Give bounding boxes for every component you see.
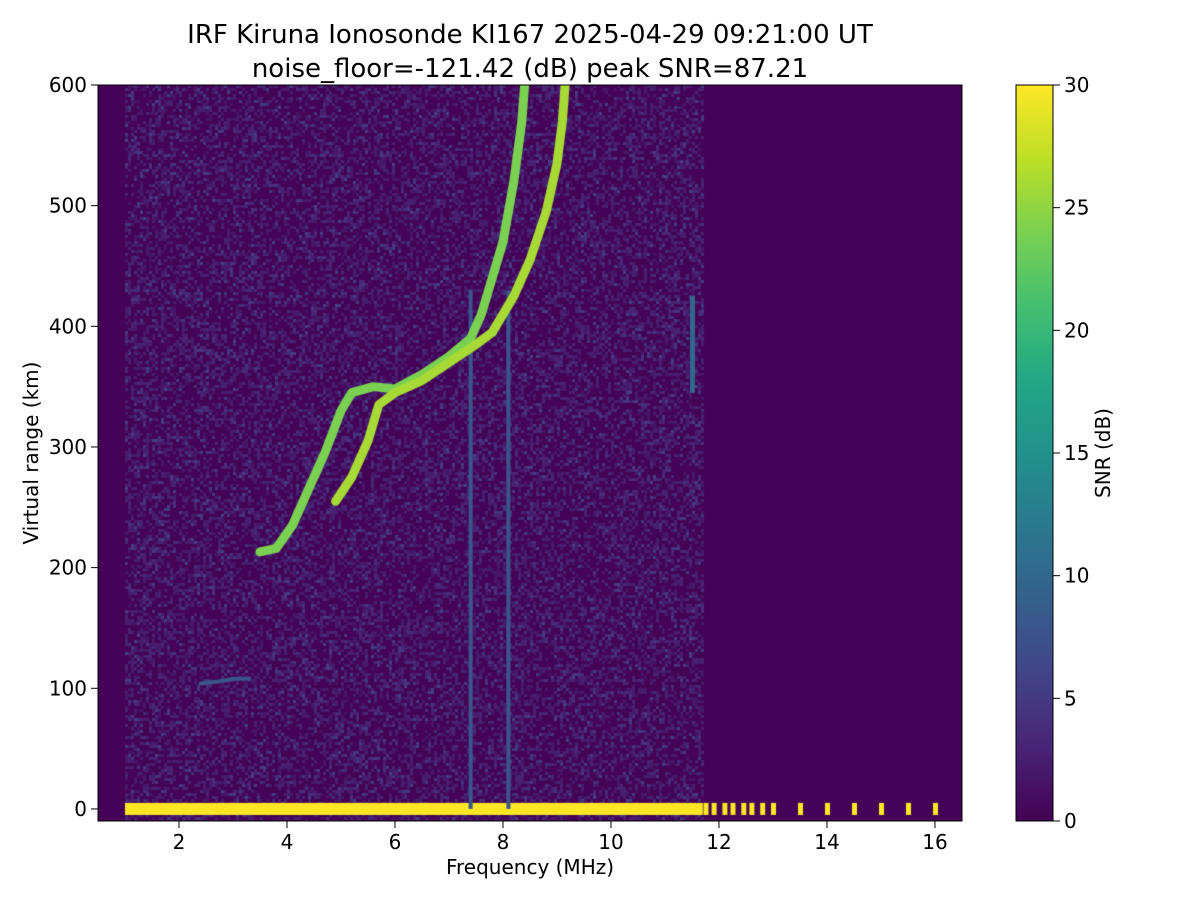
colorbar-tick-label: 25 bbox=[1064, 196, 1089, 220]
x-tick-label: 16 bbox=[922, 830, 947, 854]
y-tick-label: 100 bbox=[49, 676, 87, 700]
colorbar-tick-label: 5 bbox=[1064, 686, 1077, 710]
y-tick-label: 400 bbox=[49, 314, 87, 338]
heatmap-raster bbox=[98, 85, 962, 821]
colorbar-tick-label: 10 bbox=[1064, 564, 1089, 588]
x-axis: 2 4 6 8 10 12 14 16 bbox=[173, 821, 948, 854]
y-tick-label: 300 bbox=[49, 435, 87, 459]
colorbar-tick-label: 30 bbox=[1064, 73, 1089, 97]
plot-area bbox=[97, 84, 963, 822]
colorbar-tick-label: 0 bbox=[1064, 809, 1077, 833]
x-tick-label: 4 bbox=[281, 830, 294, 854]
colorbar-label: SNR (dB) bbox=[1091, 408, 1115, 498]
colorbar-tick-label: 20 bbox=[1064, 318, 1089, 342]
x-tick-label: 12 bbox=[706, 830, 731, 854]
y-tick-label: 500 bbox=[49, 194, 87, 218]
heatmap-cells bbox=[98, 85, 962, 821]
x-tick-label: 8 bbox=[497, 830, 510, 854]
x-tick-label: 14 bbox=[814, 830, 839, 854]
y-tick-label: 200 bbox=[49, 556, 87, 580]
x-axis-label: Frequency (MHz) bbox=[446, 855, 614, 879]
y-axis-label: Virtual range (km) bbox=[19, 362, 43, 545]
chart-title: IRF Kiruna Ionosonde KI167 2025-04-29 09… bbox=[187, 20, 873, 50]
x-tick-label: 10 bbox=[598, 830, 623, 854]
colorbar-tick-label: 15 bbox=[1064, 441, 1089, 465]
y-tick-label: 0 bbox=[74, 797, 87, 821]
y-axis: 0 100 200 300 400 500 600 bbox=[49, 73, 98, 821]
plot-frame bbox=[97, 84, 963, 822]
colorbar-gradient bbox=[1015, 84, 1054, 822]
colorbar: 0 5 10 15 20 25 30 SNR (dB) bbox=[1015, 73, 1115, 833]
x-tick-label: 6 bbox=[389, 830, 402, 854]
y-tick-label: 600 bbox=[49, 73, 87, 97]
x-tick-label: 2 bbox=[173, 830, 186, 854]
colorbar-ticks: 0 5 10 15 20 25 30 bbox=[1053, 73, 1089, 833]
chart-subtitle: noise_floor=-121.42 (dB) peak SNR=87.21 bbox=[252, 54, 808, 84]
